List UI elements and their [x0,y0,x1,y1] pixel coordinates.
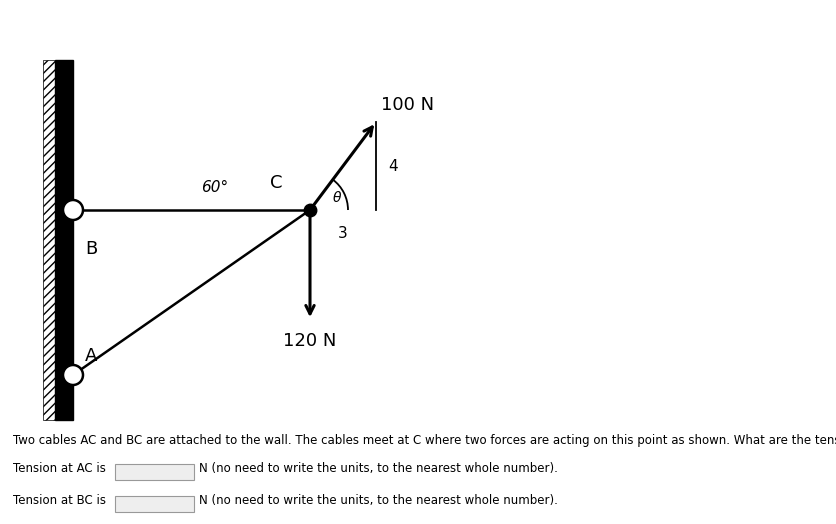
Text: N (no need to write the units, to the nearest whole number).: N (no need to write the units, to the ne… [200,462,558,475]
FancyBboxPatch shape [115,464,195,480]
Text: A: A [85,347,97,365]
Text: Two cables AC and BC are attached to the wall. The cables meet at C where two fo: Two cables AC and BC are attached to the… [13,434,836,447]
Text: θ: θ [332,191,341,205]
Text: B: B [85,240,97,258]
Text: 60°: 60° [201,180,228,195]
Text: 100 N: 100 N [381,96,434,114]
FancyBboxPatch shape [115,496,195,512]
Text: C: C [270,174,283,192]
Text: Tension at AC is: Tension at AC is [13,462,106,475]
Text: Tension at BC is: Tension at BC is [13,494,106,507]
Text: 3: 3 [338,226,348,241]
Circle shape [63,200,83,220]
Bar [55,60,73,420]
Bar [43,60,55,420]
Circle shape [63,365,83,385]
Text: 4: 4 [388,158,398,173]
Text: 120 N: 120 N [283,332,337,350]
Text: N (no need to write the units, to the nearest whole number).: N (no need to write the units, to the ne… [200,494,558,507]
